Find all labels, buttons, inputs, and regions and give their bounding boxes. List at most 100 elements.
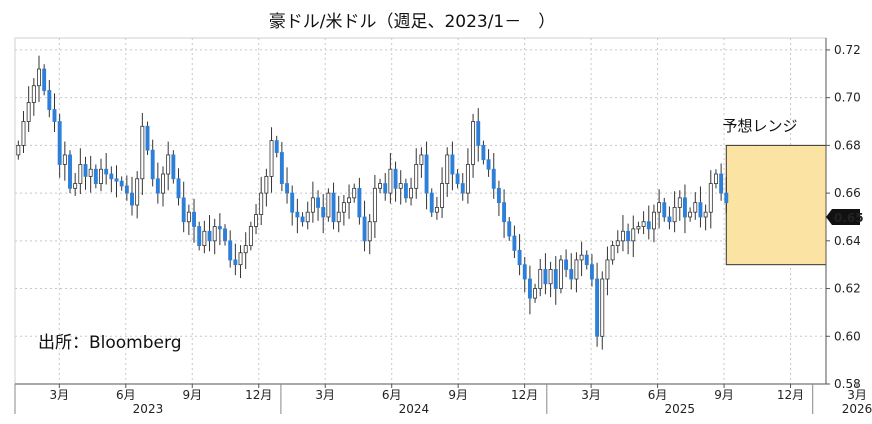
- candle-body: [440, 183, 445, 208]
- candle-body: [393, 168, 398, 189]
- candle-body: [321, 207, 326, 218]
- candle-body: [419, 154, 424, 165]
- candle-body: [502, 202, 507, 223]
- candle-body: [290, 192, 295, 213]
- candle-body: [352, 187, 357, 199]
- y-tick-label: 0.72: [834, 43, 861, 57]
- x-tick-label: 12月: [511, 388, 538, 402]
- chart-title: 豪ドル/米ドル（週足、2023/1－ ）: [269, 11, 556, 32]
- x-tick-label: 12月: [777, 388, 804, 402]
- candle-body: [212, 226, 217, 242]
- candle-body: [543, 269, 548, 285]
- candle-body: [181, 197, 186, 223]
- year-label: 2024: [399, 402, 430, 416]
- candle-body: [372, 187, 377, 223]
- candle-body: [347, 197, 352, 204]
- candle-body: [455, 173, 460, 184]
- candle-body: [517, 249, 522, 266]
- candle-body: [192, 211, 196, 227]
- candle-body: [481, 144, 486, 161]
- candle-body: [57, 121, 62, 165]
- x-tick-label: 9月: [714, 388, 734, 402]
- candle-body: [657, 202, 662, 213]
- year-label: 2025: [664, 402, 695, 416]
- candle-body: [667, 216, 672, 223]
- year-label: 2026: [842, 402, 872, 416]
- candle-body: [631, 228, 636, 242]
- candle-body: [150, 149, 155, 180]
- y-tick-label: 0.58: [834, 377, 861, 391]
- candle-body: [243, 245, 248, 254]
- candle-body: [62, 154, 67, 165]
- candle-body: [595, 278, 600, 337]
- candle-body: [217, 226, 222, 230]
- candle-body: [300, 216, 305, 223]
- candle-body: [378, 183, 383, 189]
- candle-body: [460, 183, 465, 194]
- candle-body: [124, 185, 129, 194]
- candle-body: [682, 197, 687, 218]
- candle-body: [166, 154, 171, 175]
- candle-body: [398, 183, 403, 189]
- candle-body: [26, 102, 31, 122]
- x-tick-label: 9月: [182, 388, 202, 402]
- candle-body: [37, 68, 41, 87]
- candle-body: [135, 178, 140, 206]
- candle-body: [558, 259, 563, 289]
- x-tick-label: 9月: [448, 388, 468, 402]
- candle-body: [569, 269, 574, 280]
- candle-body: [703, 211, 708, 218]
- candle-body: [130, 192, 134, 206]
- candle-body: [285, 183, 289, 194]
- candle-body: [223, 228, 227, 242]
- candle-body: [584, 254, 589, 266]
- candle-body: [88, 168, 93, 177]
- x-tick-label: 3月: [581, 388, 601, 402]
- candle-body: [274, 140, 279, 153]
- candle-body: [714, 173, 718, 184]
- candle-body: [99, 168, 103, 184]
- x-tick-label: 6月: [382, 388, 402, 402]
- x-tick-label: 6月: [116, 388, 136, 402]
- y-tick-label: 0.66: [834, 186, 861, 200]
- candle-body: [450, 154, 455, 175]
- candle-body: [486, 159, 491, 170]
- candle-body: [445, 154, 450, 184]
- candle-body: [264, 175, 269, 194]
- candle-body: [145, 125, 150, 151]
- candle-body: [21, 121, 26, 146]
- candle-body: [362, 216, 367, 242]
- candle-body: [238, 252, 243, 266]
- y-axis: 0.72 0.70 0.68 0.66 0.64 0.62 0.60 0.58 0.65: [825, 38, 864, 391]
- candle-body: [507, 221, 512, 237]
- candle-body: [109, 173, 114, 180]
- candle-body: [409, 187, 414, 199]
- candle-body: [626, 230, 631, 242]
- candle-body: [119, 180, 124, 187]
- candle-body: [104, 168, 109, 175]
- y-tick-label: 0.60: [834, 329, 861, 343]
- candle-body: [496, 187, 501, 204]
- candle-body: [414, 164, 419, 189]
- candle-body: [73, 183, 78, 189]
- candle-body: [533, 288, 538, 299]
- candle-body: [579, 254, 584, 261]
- candle-body: [476, 121, 481, 146]
- candle-body: [316, 197, 320, 208]
- candle-body: [574, 259, 579, 280]
- candle-body: [68, 154, 72, 189]
- candle-body: [538, 269, 543, 289]
- candle-body: [78, 164, 83, 184]
- candle-body: [176, 178, 181, 199]
- candle-body: [465, 164, 470, 194]
- candle-body: [429, 192, 434, 213]
- candle-body: [233, 259, 238, 266]
- candle-body: [646, 221, 651, 230]
- candle-body: [708, 183, 713, 213]
- candle-body: [719, 173, 724, 194]
- candle-body: [295, 211, 300, 218]
- x-tick-label: 3月: [49, 388, 69, 402]
- candle-body: [383, 183, 388, 194]
- candle-body: [331, 192, 336, 223]
- candle-body: [434, 207, 439, 213]
